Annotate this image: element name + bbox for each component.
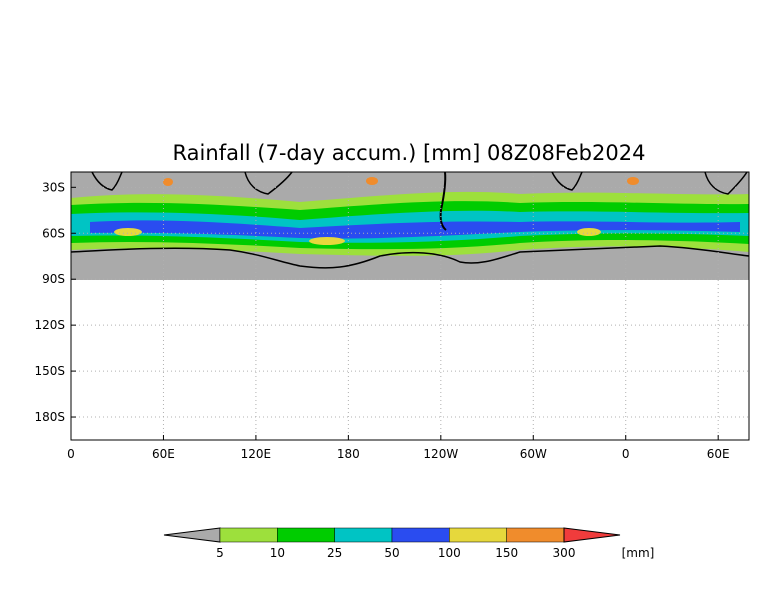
colorbar-level-label: 100 — [438, 546, 461, 560]
colorbar-segment — [219, 527, 278, 543]
rain-core — [366, 177, 378, 185]
y-tick-label: 120S — [34, 318, 65, 332]
x-tick-label: 120W — [423, 447, 458, 461]
y-tick-label: 60S — [42, 226, 65, 240]
x-axis: 060E120E180120W60W060E120E — [67, 435, 730, 461]
x-tick-label: 0 — [622, 447, 630, 461]
plot-frame — [70, 171, 750, 441]
rain-band — [71, 177, 749, 256]
gridlines — [71, 172, 749, 440]
x-tick-label: 60W — [520, 447, 547, 461]
x-tick-label: 120E — [241, 447, 272, 461]
australia-outline-repeat — [704, 171, 748, 195]
colorbar-segment — [449, 527, 507, 543]
y-tick-label: 150S — [34, 364, 65, 378]
rain-band-very-heavy — [90, 220, 740, 239]
rain-core — [309, 237, 345, 245]
colorbar-segment — [506, 527, 565, 543]
rain-core — [114, 228, 142, 236]
colorbar-level-label: 5 — [216, 546, 224, 560]
africa-tip-outline-repeat — [551, 171, 583, 191]
rain-core — [627, 177, 639, 185]
colorbar-level-label: 300 — [553, 546, 576, 560]
colorbar-level-label: 10 — [270, 546, 285, 560]
no-data-lower-region — [71, 280, 749, 440]
x-tick-label: 60E — [152, 447, 175, 461]
colorbar: 5 10 25 50 100 150 300 [mm] — [163, 527, 655, 560]
colorbar-level-label: 150 — [495, 546, 518, 560]
rain-core — [577, 228, 601, 236]
chart-title: Rainfall (7-day accum.) [mm] 08Z08Feb202… — [173, 141, 646, 165]
rain-core — [163, 178, 173, 186]
antarctica-coastline — [70, 245, 750, 269]
x-tick-label: 60E — [707, 447, 730, 461]
colorbar-segment — [277, 527, 335, 543]
y-axis: 30S 60S 90S 120S 150S 180S — [34, 180, 76, 424]
x-tick-label: 0 — [67, 447, 75, 461]
colorbar-unit-label: [mm] — [622, 546, 655, 560]
colorbar-over-arrow — [563, 527, 621, 543]
y-tick-label: 90S — [42, 272, 65, 286]
y-tick-label: 30S — [42, 180, 65, 194]
rainfall-field — [70, 171, 750, 440]
colorbar-under-arrow — [163, 527, 221, 543]
y-tick-label: 180S — [34, 410, 65, 424]
africa-tip-outline — [91, 171, 123, 191]
x-tick-label: 180 — [337, 447, 360, 461]
colorbar-level-label: 50 — [384, 546, 399, 560]
colorbar-level-label: 25 — [327, 546, 342, 560]
australia-outline — [244, 171, 293, 195]
colorbar-segment — [334, 527, 393, 543]
colorbar-segment — [391, 527, 450, 543]
south-america-outline — [439, 171, 447, 231]
